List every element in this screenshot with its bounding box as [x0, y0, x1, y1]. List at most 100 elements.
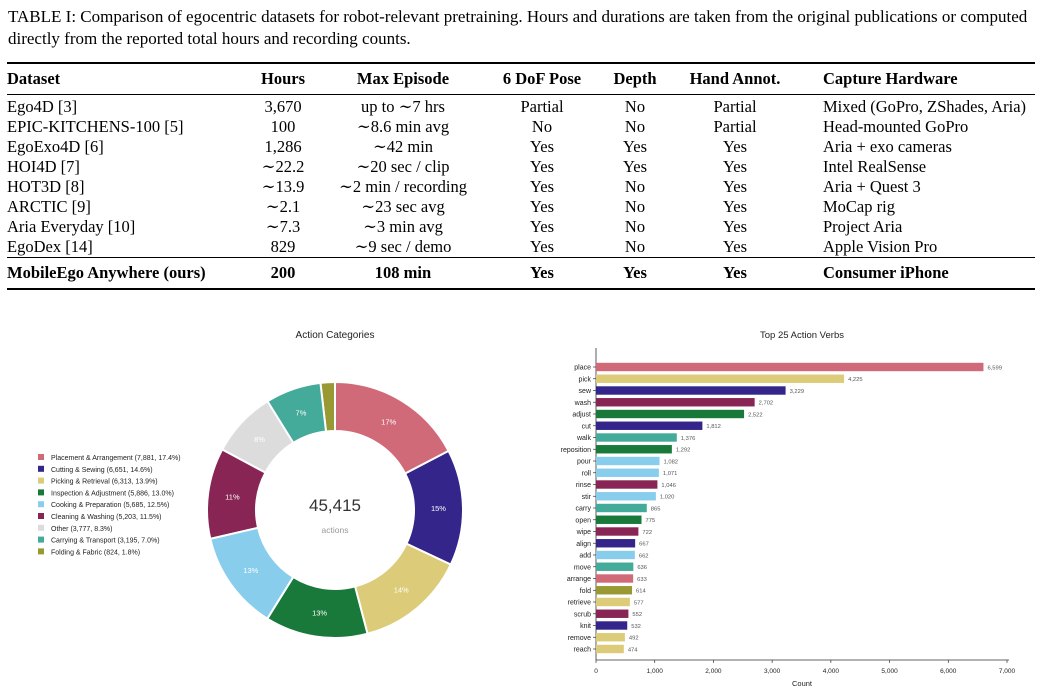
- bar: [596, 621, 628, 630]
- legend-entry: Other (3,777, 8.3%): [51, 526, 112, 533]
- cell-hours: ∼7.3: [265, 217, 301, 236]
- cell-capture-hardware: Intel RealSense: [823, 157, 927, 176]
- header-6dof-pose: 6 DoF Pose: [479, 63, 605, 95]
- y-tick-label: reposition: [561, 447, 591, 454]
- legend-entry: Placement & Arrangement (7,881, 17.4%): [51, 455, 181, 462]
- header-hours: Hours: [239, 63, 327, 95]
- bar-value-label: 1,046: [661, 483, 676, 489]
- cell-depth: No: [624, 217, 646, 236]
- donut-slice-label: 11%: [225, 492, 240, 501]
- bar-value-label: 1,071: [663, 471, 678, 477]
- top-action-verbs-bar-chart: Top 25 Action Verbs place 6,599 pick 4,225 se…: [561, 330, 1016, 688]
- cell-depth: No: [624, 117, 646, 136]
- bar: [596, 562, 634, 571]
- x-tick-label: 7,000: [999, 668, 1016, 675]
- chart-title: Top 25 Action Verbs: [760, 330, 844, 341]
- table-row: Aria Everyday [10] ∼7.3 ∼3 min avg Yes No Yes…: [7, 217, 1035, 237]
- bar: [596, 362, 984, 372]
- y-tick-label: cut: [582, 423, 591, 430]
- donut-slice-label: 14%: [394, 586, 409, 595]
- cell-depth: No: [624, 237, 646, 256]
- bar-value-label: 3,229: [790, 389, 805, 395]
- cell-dataset: HOT3D [8]: [7, 177, 85, 196]
- cell-6dof-pose: Yes: [529, 157, 554, 176]
- cell-depth: Yes: [622, 157, 647, 176]
- y-tick-label: walk: [576, 435, 592, 442]
- table-row: EgoDex [14] 829 ∼9 sec / demo Yes No Yes Apple…: [7, 237, 1035, 258]
- cell-dataset: EPIC-KITCHENS-100 [5]: [7, 117, 184, 136]
- header-capture-hardware: Capture Hardware: [805, 63, 1035, 95]
- table-caption: TABLE I: Comparison of egocentric datase…: [8, 7, 1028, 48]
- cell-hand-annot: Yes: [722, 217, 747, 236]
- x-tick-label: 5,000: [881, 668, 898, 675]
- bar-value-label: 4,225: [848, 377, 863, 383]
- cell-max-episode: ∼23 sec avg: [361, 197, 445, 216]
- cell-6dof-pose: Yes: [529, 217, 554, 236]
- bar: [596, 527, 639, 536]
- y-tick-label: carry: [575, 506, 591, 513]
- bar: [596, 456, 660, 466]
- legend-swatch: [38, 454, 44, 460]
- cell-6dof-pose: Yes: [529, 237, 554, 256]
- cell-depth: Yes: [622, 137, 647, 156]
- y-tick-label: scrub: [574, 611, 591, 618]
- bar: [596, 597, 630, 607]
- cell-hand-annot: Yes: [722, 137, 747, 156]
- bar: [596, 492, 656, 501]
- y-tick-label: fold: [580, 588, 591, 595]
- y-tick-label: knit: [580, 623, 591, 630]
- legend-swatch: [38, 465, 44, 472]
- y-tick-label: remove: [568, 635, 591, 642]
- bar-value-label: 492: [629, 636, 639, 642]
- cell-dataset: Ego4D [3]: [7, 97, 78, 116]
- cell-capture-hardware: Project Aria: [823, 217, 903, 236]
- cell-depth: No: [624, 197, 646, 216]
- cell-max-episode: ∼42 min: [372, 137, 434, 156]
- cell-hours: 829: [270, 237, 296, 256]
- bar: [596, 550, 635, 560]
- cell-hand-annot: Yes: [722, 197, 747, 216]
- cell-depth: No: [624, 97, 646, 116]
- chart-title: Action Categories: [296, 330, 375, 341]
- cell-capture-hardware: Aria + exo cameras: [823, 137, 952, 156]
- legend-entry: Cooking & Preparation (5,685, 12.5%): [51, 502, 169, 509]
- y-tick-label: reach: [573, 647, 591, 654]
- bar: [596, 433, 677, 442]
- bar-value-label: 552: [632, 612, 642, 618]
- bar-value-label: 667: [639, 542, 649, 548]
- header-depth: Depth: [605, 63, 665, 95]
- cell-capture-hardware: Aria + Quest 3: [823, 177, 921, 196]
- cell-hours: 1,286: [264, 137, 302, 156]
- legend-swatch: [38, 477, 44, 484]
- y-tick-label: roll: [582, 470, 592, 477]
- legend-swatch: [38, 536, 44, 543]
- cell-6dof-pose: Yes: [529, 137, 554, 156]
- bar-value-label: 1,082: [664, 459, 679, 465]
- cell-dataset: ARCTIC [9]: [7, 197, 91, 216]
- cell-hours: 3,670: [264, 97, 302, 116]
- bar-value-label: 662: [639, 553, 649, 559]
- cell-max-episode: ∼20 sec / clip: [356, 157, 450, 176]
- cell-dataset: EgoExo4D [6]: [7, 137, 104, 156]
- donut-center-label: actions: [322, 525, 349, 535]
- bar: [596, 398, 755, 407]
- bar-value-label: 1,020: [660, 495, 675, 501]
- x-tick-label: 0: [594, 668, 598, 675]
- action-categories-donut-chart: Action Categories 7% 8% 11% 13% 13% 14% 15% 17% 4…: [38, 330, 464, 639]
- y-tick-label: arrange: [567, 576, 591, 583]
- cell-6dof-pose: Partial: [520, 97, 564, 116]
- bar-value-label: 775: [646, 518, 656, 524]
- y-tick-label: retrieve: [568, 600, 591, 607]
- cell-max-episode: 108 min: [327, 257, 479, 289]
- cell-hand-annot: Partial: [713, 97, 757, 116]
- header-dataset: Dataset: [7, 63, 239, 95]
- bar: [596, 503, 647, 513]
- x-tick-label: 3,000: [764, 668, 781, 675]
- x-tick-label: 6,000: [940, 668, 957, 675]
- bar: [596, 644, 624, 654]
- cell-depth: No: [624, 177, 646, 196]
- legend-entry: Cleaning & Washing (5,203, 11.5%): [51, 514, 162, 521]
- cell-hand-annot: Partial: [713, 117, 757, 136]
- bar-value-label: 614: [636, 589, 646, 595]
- bar-value-label: 6,599: [987, 365, 1002, 371]
